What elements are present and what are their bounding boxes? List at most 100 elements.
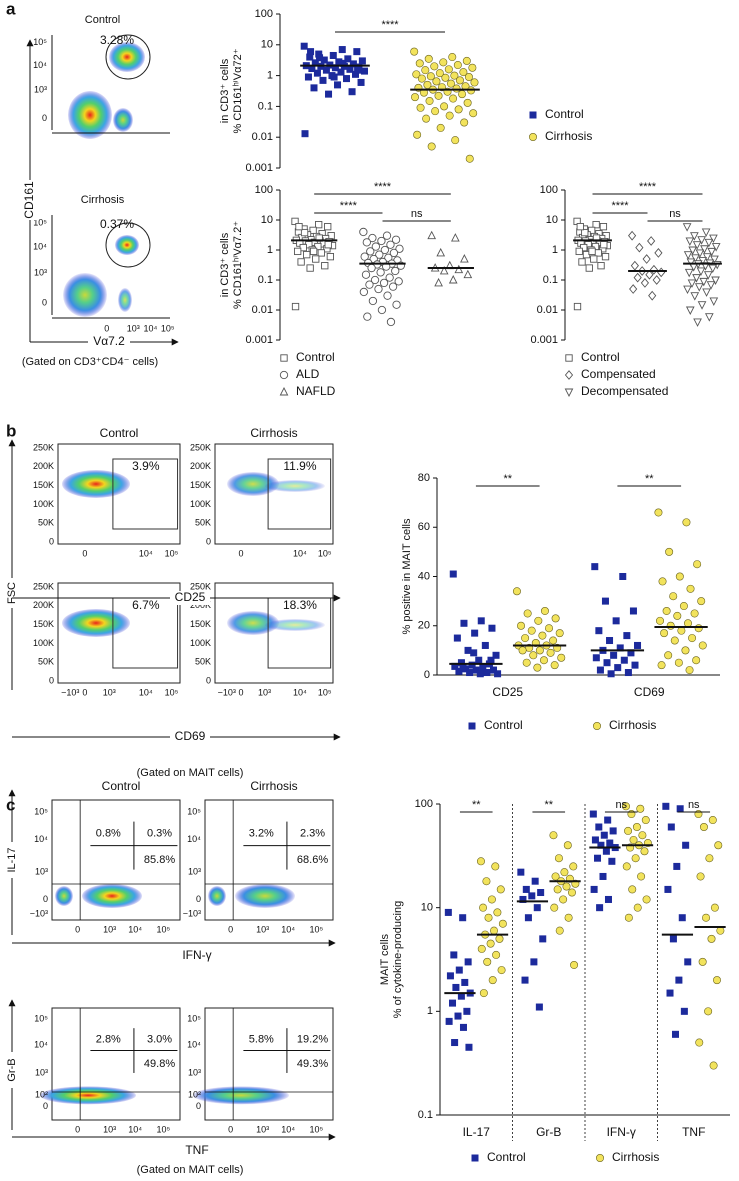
point [559, 895, 568, 904]
gate-value: 11.9% [283, 459, 316, 473]
point [604, 895, 612, 903]
x-axis-label: CD25 [175, 590, 206, 604]
point [629, 607, 637, 615]
point [575, 247, 583, 256]
y-tick-label: 10² [188, 1090, 201, 1100]
point [459, 664, 467, 672]
point [687, 279, 697, 288]
point [389, 248, 399, 258]
x-tick-label: 10⁵ [161, 323, 175, 333]
point [487, 895, 496, 904]
x-tick-label: 0 [228, 1124, 233, 1134]
legend-marker [565, 354, 573, 362]
point [448, 275, 458, 284]
point [354, 66, 362, 74]
y-axis-label: IL-17 [6, 847, 18, 872]
point [606, 839, 614, 847]
point [585, 264, 593, 272]
point [609, 827, 617, 835]
legend-label: Decompensated [581, 384, 668, 398]
plot-title: Cirrhosis [250, 779, 297, 793]
plot-frame [57, 582, 181, 684]
y-tick-label: 10⁴ [33, 60, 47, 70]
y-tick-label: 200K [190, 600, 211, 610]
point [477, 617, 485, 625]
gate-value: 3.0% [147, 1033, 172, 1045]
point [484, 913, 493, 922]
point [550, 903, 559, 912]
point [497, 966, 506, 975]
x-tick-label: 10³ [103, 924, 116, 934]
point [682, 841, 690, 849]
point [498, 919, 507, 928]
plot-title: Cirrhosis [250, 426, 297, 440]
y-tick-label: 0.001 [245, 334, 273, 346]
point [682, 518, 691, 527]
point [660, 629, 669, 638]
point [411, 93, 420, 102]
point [483, 957, 492, 966]
legend-marker [564, 388, 574, 397]
point [312, 255, 320, 263]
y-axis-label: CD161 [22, 181, 36, 219]
y-tick-label: 150K [33, 619, 54, 629]
point [465, 154, 474, 163]
point [588, 247, 596, 256]
y-axis-label: MAIT cells [379, 933, 391, 985]
point [375, 250, 384, 259]
point [560, 868, 569, 877]
point [522, 658, 531, 667]
point [697, 301, 707, 310]
point [487, 656, 495, 664]
y-tick-label: 10³ [34, 84, 47, 94]
plot-title: Control [85, 14, 120, 26]
y-tick-label: 0 [206, 675, 211, 685]
point [576, 223, 584, 231]
point [630, 260, 639, 271]
point [601, 253, 610, 261]
density [227, 611, 279, 635]
legend-label: Cirrhosis [609, 718, 656, 732]
point [703, 271, 713, 280]
legend-marker [279, 387, 289, 396]
legend-label: Control [545, 107, 584, 121]
y-tick-label: 0 [42, 297, 47, 307]
x-tick-label: 0 [82, 687, 87, 697]
point [700, 245, 709, 254]
point [445, 1017, 453, 1025]
point [693, 318, 702, 327]
y-tick-label: 150K [33, 480, 54, 490]
point [374, 284, 383, 294]
point [462, 56, 471, 65]
legend-marker [280, 354, 288, 362]
y-tick-label: 100K [33, 499, 54, 509]
y-tick-label: 100K [190, 638, 211, 648]
point [325, 90, 333, 98]
legend-marker [468, 722, 476, 730]
point [699, 277, 709, 287]
point [545, 624, 554, 633]
significance-label: **** [639, 181, 657, 193]
point [599, 872, 607, 880]
point [683, 285, 692, 295]
point [564, 913, 573, 922]
point [537, 889, 545, 897]
point [654, 248, 663, 258]
point [425, 96, 434, 105]
point [449, 570, 457, 578]
point [446, 79, 455, 88]
point [645, 269, 654, 280]
point [633, 272, 642, 283]
point [592, 220, 600, 229]
y-tick-label: 0 [206, 536, 211, 546]
point [434, 277, 443, 287]
point [386, 240, 395, 249]
point [331, 64, 339, 72]
point [337, 68, 345, 76]
point [557, 653, 566, 662]
point [658, 577, 667, 586]
density [63, 273, 107, 317]
point [614, 664, 622, 672]
point [316, 54, 324, 62]
point [550, 661, 559, 670]
